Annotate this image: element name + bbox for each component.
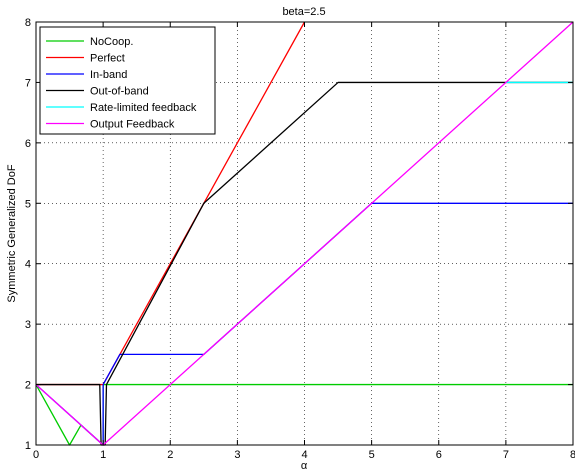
y-axis-label: Symmetric Generalized DoF (6, 164, 18, 302)
legend-label-out-of-band: Out-of-band (90, 86, 149, 98)
legend-label-perfect: Perfect (90, 53, 125, 65)
legend: NoCoop. Perfect In-band Out-of-band Rate-lim… (39, 26, 216, 135)
y-tick-label: 5 (25, 198, 31, 210)
x-tick-label: 8 (570, 449, 575, 461)
x-tick-label: 2 (167, 449, 173, 461)
x-tick-label: 3 (234, 449, 240, 461)
y-tick-label: 3 (25, 319, 31, 331)
y-tick-label: 2 (25, 380, 31, 392)
y-tick-label: 7 (25, 77, 31, 89)
x-tick-label: 1 (100, 449, 106, 461)
chart-title: beta=2.5 (282, 6, 325, 18)
y-tick-label: 6 (25, 138, 31, 150)
y-tick-label: 1 (25, 440, 31, 452)
legend-label-in-band: In-band (90, 69, 127, 81)
x-tick-label: 4 (301, 449, 307, 461)
legend-label-nocoop: NoCoop. (90, 36, 133, 48)
x-axis-label: α (301, 460, 308, 472)
x-tick-label: 7 (503, 449, 509, 461)
legend-label-rate-limited-feedback: Rate-limited feedback (90, 102, 197, 114)
legend-box (39, 26, 216, 135)
x-tick-label: 5 (369, 449, 375, 461)
x-tick-label: 0 (33, 449, 39, 461)
ticks (35, 21, 574, 446)
y-tick-label: 4 (25, 259, 31, 271)
legend-label-output-feedback: Output Feedback (90, 119, 175, 131)
x-tick-label: 6 (436, 449, 442, 461)
y-tick-label: 8 (25, 17, 31, 29)
